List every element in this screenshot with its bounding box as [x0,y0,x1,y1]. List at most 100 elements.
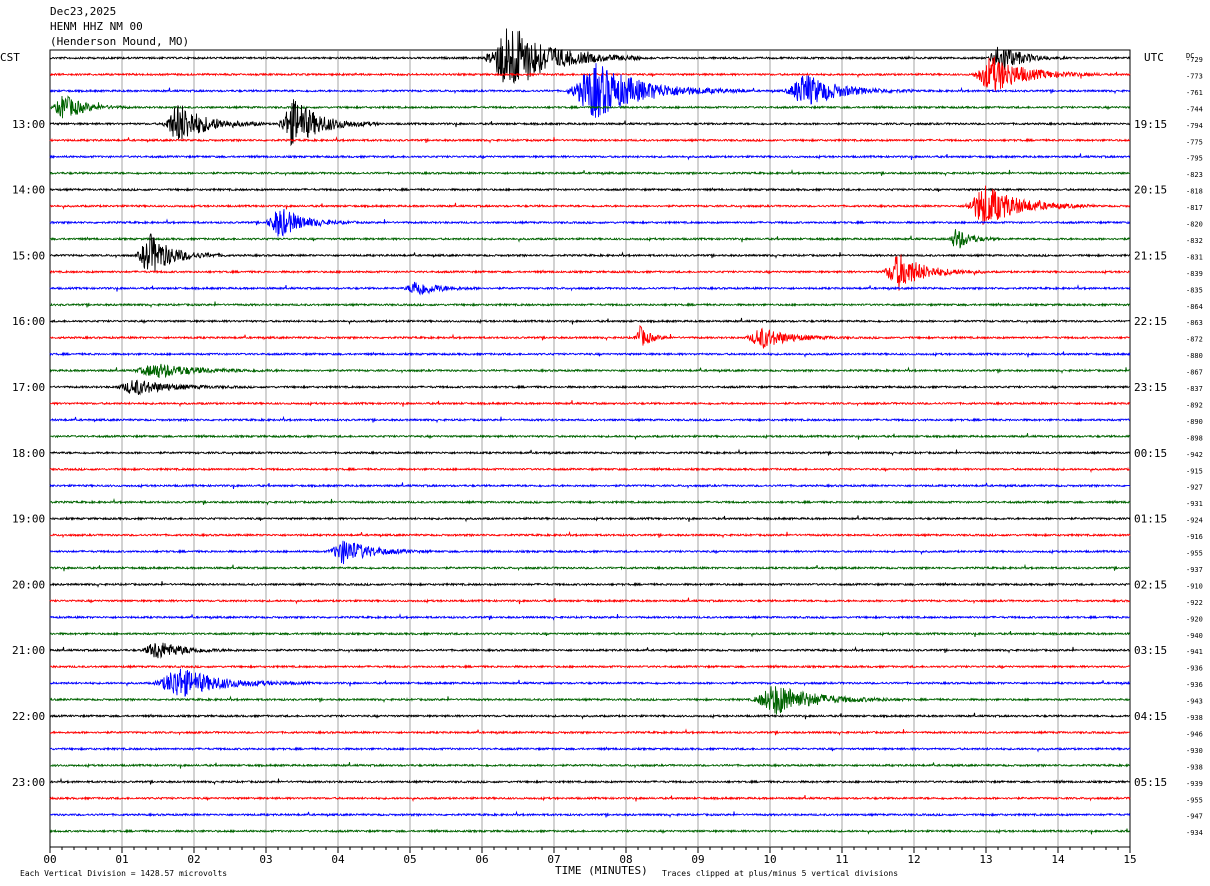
left-hour-label: 22:00 [12,710,45,723]
trace-line-15 [50,301,1131,309]
traces [49,28,1131,835]
trace-line-10 [49,209,1131,237]
dc-offset-label: -863 [1186,319,1203,327]
x-tick-label: 05 [403,853,416,866]
dc-offset-label: -930 [1186,747,1203,755]
trace-line-44 [49,777,1131,786]
x-tick-label: 12 [907,853,920,866]
trace-line-43 [49,762,1131,769]
dc-offset-label: -818 [1186,188,1203,196]
right-hour-label: 22:15 [1134,315,1167,328]
x-tick-label: 15 [1123,853,1136,866]
trace-line-20 [49,379,1131,396]
dc-offset-label: -915 [1186,467,1203,475]
right-hour-label: 00:15 [1134,447,1167,460]
trace-line-29 [49,530,1131,539]
trace-line-0 [49,28,1131,85]
dc-offset-label: -867 [1186,369,1203,377]
dc-offset-label: -934 [1186,829,1203,837]
x-tick-label: 11 [835,853,848,866]
dc-offset-label: -795 [1186,155,1203,163]
dc-offset-label: -943 [1186,698,1203,706]
dc-offset-label: -916 [1186,533,1203,541]
trace-line-23 [49,433,1131,441]
dc-offset-label: -835 [1186,286,1203,294]
x-tick-label: 04 [331,853,345,866]
right-hour-label: 02:15 [1134,578,1167,591]
date-label: Dec23,2025 [50,5,117,18]
trace-line-28 [49,515,1131,523]
dc-offset-label: -837 [1186,385,1203,393]
dc-offset-label: -880 [1186,352,1203,360]
trace-line-39 [49,686,1131,715]
right-hour-label: 04:15 [1134,710,1167,723]
left-hour-label: 13:00 [12,118,45,131]
trace-line-37 [49,664,1131,670]
trace-line-2 [49,63,1131,118]
trace-line-19 [49,363,1131,379]
left-hour-label: 20:00 [12,578,45,591]
dc-offset-label: -831 [1186,253,1203,261]
right-timezone-label: UTC [1144,51,1164,64]
trace-line-31 [49,563,1131,572]
dc-offset-label: -910 [1186,582,1203,590]
dc-offset-label: -924 [1186,517,1203,525]
x-axis-title: TIME (MINUTES) [555,864,648,877]
dc-offset-label: -922 [1186,599,1203,607]
left-hour-label: 19:00 [12,513,45,526]
trace-line-41 [49,728,1131,736]
dc-offset-label: -823 [1186,171,1203,179]
dc-offset-label: -939 [1186,780,1203,788]
left-hour-label: 15:00 [12,249,45,262]
trace-line-38 [49,668,1131,697]
trace-line-46 [49,810,1131,819]
trace-line-17 [49,325,1131,349]
dc-offset-label: -761 [1186,89,1203,97]
right-hour-label: 03:15 [1134,644,1167,657]
x-tick-label: 06 [475,853,488,866]
trace-line-8 [49,187,1131,193]
trace-line-21 [49,400,1131,408]
dc-offset-label: -955 [1186,550,1203,558]
trace-line-30 [49,540,1131,565]
trace-line-22 [49,415,1131,424]
trace-line-3 [49,95,1131,119]
trace-line-13 [49,254,1131,291]
dc-offset-label: -744 [1186,105,1203,113]
plot-frame [49,49,1131,848]
trace-line-1 [49,56,1131,92]
dc-offset-label: -942 [1186,451,1203,459]
x-tick-label: 13 [979,853,992,866]
dc-offset-label: -820 [1186,221,1203,229]
dc-offset-label: -892 [1186,401,1203,409]
trace-line-26 [49,482,1131,489]
left-hour-label: 17:00 [12,381,45,394]
dc-offset-label: -938 [1186,763,1203,771]
trace-line-5 [49,136,1131,144]
x-tick-label: 07 [547,853,560,866]
dc-offset-label: -872 [1186,336,1203,344]
trace-line-9 [49,185,1131,225]
dc-offset-label: -729 [1186,56,1203,64]
trace-line-27 [49,497,1131,506]
dc-offset-label: -775 [1186,138,1203,146]
dc-offset-label: -947 [1186,813,1203,821]
dc-offset-label: -773 [1186,72,1203,80]
left-hour-label: 21:00 [12,644,45,657]
dc-offset-label: -931 [1186,500,1203,508]
trace-line-24 [49,448,1131,457]
x-tick-label: 02 [187,853,200,866]
dc-offset-label: -936 [1186,681,1203,689]
trace-line-11 [49,229,1131,249]
dc-offset-label: -817 [1186,204,1203,212]
trace-line-14 [49,281,1131,296]
left-timezone-label: CST [0,51,20,64]
x-tick-label: 10 [763,853,776,866]
dc-offset-label: -937 [1186,566,1203,574]
trace-line-35 [49,631,1131,638]
dc-offset-label: -864 [1186,303,1203,311]
trace-line-36 [49,642,1131,659]
right-hour-label: 20:15 [1134,184,1167,197]
dc-offset-label: -936 [1186,665,1203,673]
